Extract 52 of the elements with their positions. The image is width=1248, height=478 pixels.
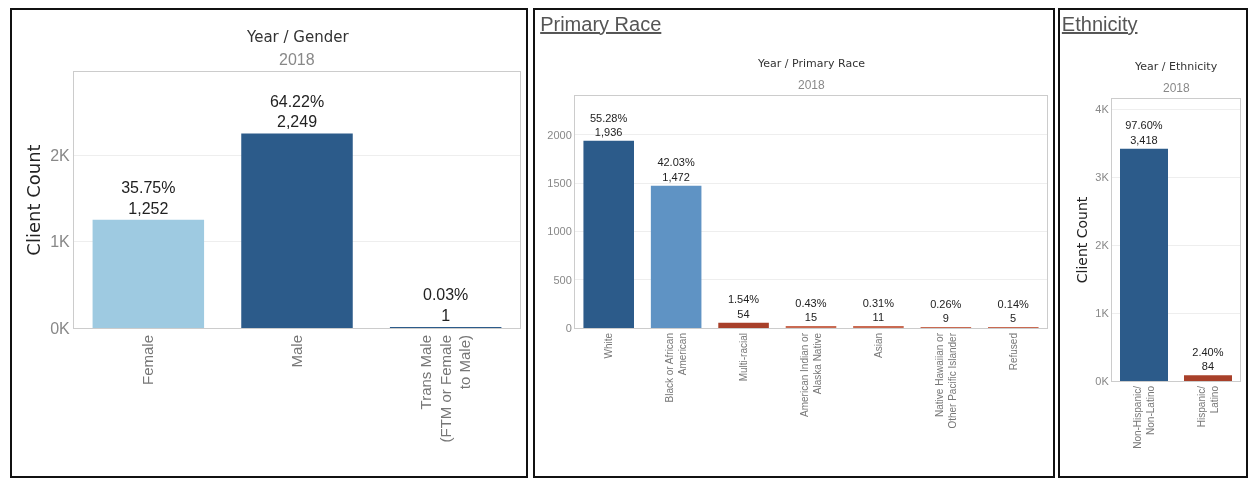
- chart-title: Primary Race: [540, 12, 662, 35]
- y-tick-label: 2000: [547, 128, 572, 141]
- y-tick-label: 1500: [547, 176, 572, 189]
- y-tick-label: 4K: [1095, 103, 1110, 116]
- data-label: 0.14% 5: [997, 297, 1029, 324]
- data-label: 42.03% 1,472: [657, 156, 695, 183]
- text: 2018: [798, 78, 826, 92]
- x-tick-label: Non-Hispanic/ Non-Latino: [1131, 385, 1156, 449]
- chart-subtitle: Year / Primary Race: [757, 57, 866, 70]
- x-tick-label: Female: [139, 335, 157, 386]
- x-tick-label: Black or African American: [663, 333, 688, 403]
- y-tick-label: 1000: [547, 225, 572, 238]
- x-tick-label: Male: [287, 335, 305, 368]
- chart-subtitle: Year / Gender: [246, 28, 350, 46]
- data-label: 1.54% 54: [727, 293, 760, 320]
- x-tick-label: White: [602, 332, 614, 359]
- y-axis-title: Client Count: [1073, 196, 1090, 284]
- x-tick-label: Asian: [872, 333, 884, 359]
- data-label: 2.40% 84: [1192, 345, 1224, 373]
- data-label: 35.75% 1,252: [121, 178, 176, 217]
- chart-title: Ethnicity: [1061, 12, 1138, 35]
- x-tick-label: American Indian or Alaska Native: [798, 332, 823, 417]
- y-tick-label: 0K: [50, 319, 71, 337]
- y-tick-label: 2K: [50, 146, 71, 164]
- bar: [718, 322, 769, 328]
- bar: [650, 185, 702, 328]
- data-label: 0.03% 1: [422, 286, 469, 324]
- x-tick-label: Trans Male (FTM or Female to Male): [417, 335, 474, 443]
- y-tick-label: 0K: [1095, 374, 1110, 387]
- data-label: 0.31% 11: [862, 296, 895, 323]
- y-tick-label: 1K: [1095, 306, 1110, 319]
- x-tick-label: Hispanic/ Latino: [1195, 385, 1220, 428]
- x-tick-label: Native Hawaiian or Other Pacific Islander: [933, 332, 958, 429]
- data-label: 97.60% 3,418: [1125, 119, 1163, 146]
- text: 2018: [1163, 81, 1191, 95]
- x-tick-label: Multi-racial: [737, 333, 749, 382]
- bar: [241, 133, 353, 328]
- y-tick-label: 3K: [1095, 170, 1110, 183]
- y-tick-label: 500: [553, 273, 572, 286]
- data-label: 0.26% 9: [930, 297, 962, 324]
- bar: [583, 140, 634, 328]
- bar: [92, 219, 205, 328]
- data-label: 0.43% 15: [795, 296, 827, 323]
- y-tick-label: 2K: [1095, 238, 1110, 251]
- chart-subtitle: Year / Ethnicity: [1134, 60, 1218, 73]
- y-tick-label: 1K: [50, 233, 71, 251]
- text: 2018: [279, 51, 315, 68]
- data-label: 55.28% 1,936: [589, 111, 628, 138]
- x-tick-label: Refused: [1007, 333, 1019, 371]
- data-label: 64.22% 2,249: [269, 92, 325, 131]
- y-axis-title: Client Count: [23, 144, 45, 256]
- y-tick-label: 0: [565, 321, 572, 334]
